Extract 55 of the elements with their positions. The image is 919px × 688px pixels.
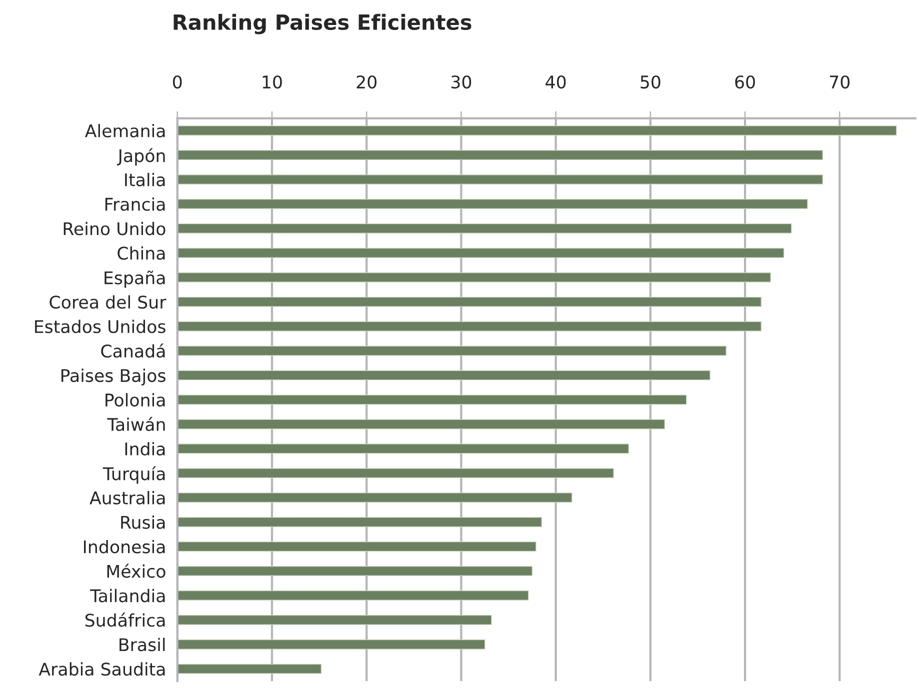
y-tick-label: Canadá — [101, 344, 165, 358]
y-tick-label: Italia — [125, 172, 165, 186]
y-tick-label: Reino Unido — [64, 222, 166, 236]
y-tick-label: Tailandia — [90, 588, 165, 602]
bar — [177, 639, 486, 650]
x-tick-label: 50 — [640, 75, 660, 89]
bar — [177, 126, 897, 136]
bar — [177, 394, 687, 405]
x-tick-label: 70 — [830, 75, 850, 89]
y-tick-label: Estados Unidos — [35, 320, 166, 334]
bar — [177, 321, 762, 332]
bar — [177, 468, 614, 478]
bar — [177, 370, 710, 380]
x-tick-label: 60 — [735, 75, 755, 89]
y-tick-label: Indonesia — [84, 540, 165, 554]
bar — [177, 198, 808, 209]
y-tick-label: India — [125, 442, 165, 456]
x-tick-label: 0 — [172, 75, 182, 89]
chart-title: Ranking Paises Eficientes — [174, 14, 472, 34]
x-tick-label: 30 — [451, 75, 472, 89]
bar — [177, 664, 322, 674]
x-tick-label: 40 — [546, 75, 566, 89]
y-tick-label: Corea del Sur — [50, 295, 166, 309]
y-tick-label: México — [107, 564, 166, 578]
y-tick-label: Alemania — [84, 124, 165, 138]
bar — [177, 296, 762, 307]
bar — [177, 492, 572, 503]
y-tick-label: Taiwán — [107, 416, 165, 432]
bar — [177, 248, 784, 258]
bar — [177, 566, 533, 576]
bar — [177, 272, 771, 282]
y-tick-label: Paises Bajos — [61, 368, 166, 386]
bar — [177, 590, 529, 600]
y-tick-label: Polonia — [106, 393, 165, 407]
bar — [177, 150, 823, 160]
bar — [177, 223, 792, 234]
y-tick-label: China — [118, 246, 165, 260]
y-tick-label: Australia — [90, 491, 165, 504]
bar — [177, 174, 823, 185]
y-tick-label: Sudáfrica — [85, 612, 165, 627]
bar — [177, 614, 492, 625]
y-tick-label: España — [104, 270, 165, 288]
y-tick-label: Francia — [105, 197, 165, 211]
y-tick-label: Arabia Saudita — [38, 662, 165, 676]
y-tick-label: Brasil — [120, 638, 165, 652]
x-tick-label: 20 — [356, 75, 376, 89]
bar — [177, 517, 542, 528]
bar — [177, 346, 726, 356]
bar — [177, 419, 665, 430]
bar — [177, 444, 630, 454]
y-tick-label: Turquía — [102, 466, 165, 484]
y-tick-label: Rusia — [121, 515, 165, 529]
x-tick-label: 10 — [262, 75, 282, 89]
y-tick-label: Japón — [116, 148, 165, 166]
bar — [177, 542, 536, 552]
